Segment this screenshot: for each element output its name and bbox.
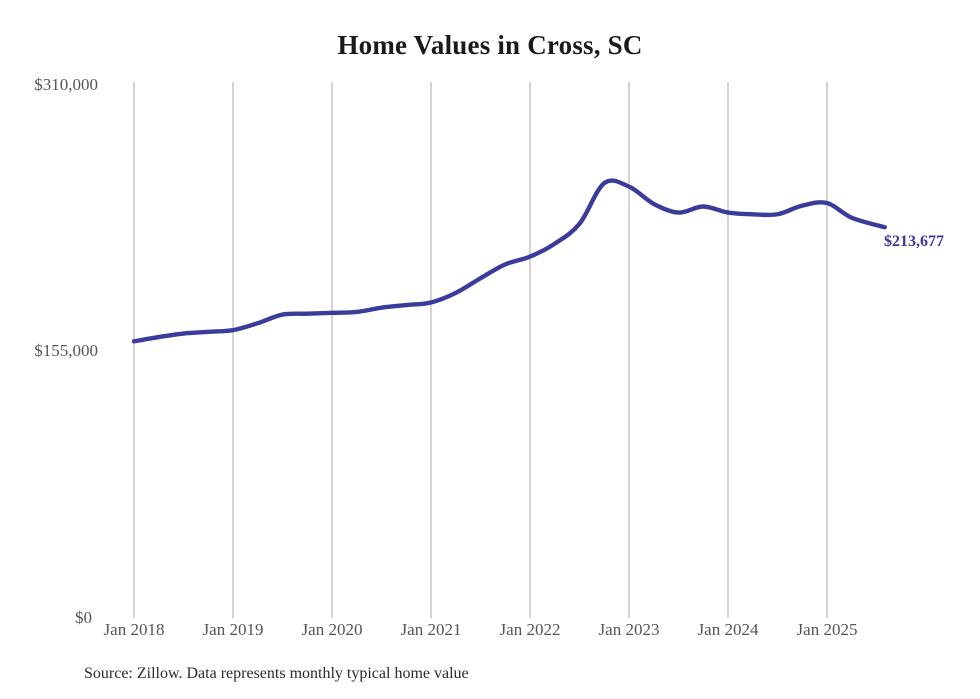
y-axis-tick-155000: $155,000 — [34, 341, 98, 360]
x-axis-tick-jan-2024: Jan 2024 — [697, 620, 759, 639]
gridlines — [133, 82, 828, 618]
page-title: Home Values in Cross, SC — [337, 30, 643, 60]
home-value-line — [131, 178, 887, 344]
end-value-annotation: $213,677 — [884, 233, 944, 250]
y-axis-tick-0: $0 — [75, 608, 92, 627]
chart-source-footnote: Source: Zillow. Data represents monthly … — [84, 665, 469, 682]
x-axis-tick-jan-2023: Jan 2023 — [598, 620, 660, 639]
x-axis-tick-jan-2025: Jan 2025 — [796, 620, 858, 639]
x-axis-tick-jan-2022: Jan 2022 — [499, 620, 561, 639]
x-axis-tick-jan-2018: Jan 2018 — [103, 620, 165, 639]
x-axis-tick-jan-2019: Jan 2019 — [202, 620, 264, 639]
x-axis-tick-jan-2021: Jan 2021 — [400, 620, 462, 639]
x-axis-tick-jan-2020: Jan 2020 — [301, 620, 363, 639]
y-axis-tick-310000: $310,000 — [34, 75, 98, 94]
